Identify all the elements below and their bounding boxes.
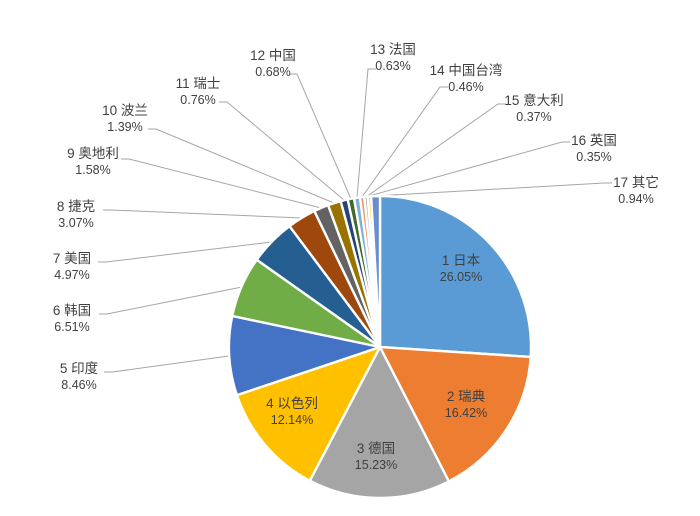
slice-label-taiwan-china: 14 中国台湾 0.46% xyxy=(396,63,536,96)
pie-slice-2 xyxy=(378,345,532,483)
leader-line-14 xyxy=(361,86,448,198)
slice-label-text: 2 瑞典 xyxy=(446,389,486,404)
slice-label-france: 13 法国 0.63% xyxy=(323,42,463,75)
slice-label-other: 17 其它 0.94% xyxy=(566,175,700,208)
slice-label-text: 16 英国 xyxy=(571,133,617,148)
slice-percent-text: 1.58% xyxy=(75,163,111,177)
slice-label-text: 17 其它 xyxy=(613,175,659,190)
slice-percent-text: 12.14% xyxy=(270,413,314,427)
pie-slice-4 xyxy=(235,345,382,482)
slice-label-czech: 8 捷克 3.07% xyxy=(6,199,146,232)
slice-percent-text: 26.05% xyxy=(439,270,483,284)
slice-percent-text: 6.51% xyxy=(54,320,90,334)
slice-label-text: 7 美国 xyxy=(52,251,92,266)
slice-label-text: 13 法国 xyxy=(370,42,416,57)
slice-percent-text: 0.37% xyxy=(516,110,552,124)
slice-percent-text: 15.23% xyxy=(354,458,398,472)
slice-label-india: 5 印度 8.46% xyxy=(9,361,149,394)
slice-label-text: 4 以色列 xyxy=(266,396,318,411)
slice-label-text: 3 德国 xyxy=(356,441,396,456)
slice-percent-text: 8.46% xyxy=(61,378,97,392)
leader-line-8 xyxy=(103,209,303,219)
leader-line-16 xyxy=(368,141,570,197)
slice-percent-text: 0.94% xyxy=(618,192,654,206)
slice-percent-text: 1.39% xyxy=(107,120,143,134)
slice-label-poland: 10 波兰 1.39% xyxy=(55,103,195,136)
pie-slice-3 xyxy=(308,345,451,500)
leader-line-13 xyxy=(356,68,376,199)
slice-label-text: 15 意大利 xyxy=(504,93,564,108)
pie-slice-17 xyxy=(369,194,382,349)
slice-label-text: 5 印度 xyxy=(59,361,99,376)
leader-line-17 xyxy=(374,182,612,197)
slice-label-text: 11 瑞士 xyxy=(175,76,221,91)
slice-percent-text: 0.76% xyxy=(180,93,216,107)
slice-label-uk: 16 英国 0.35% xyxy=(524,133,664,166)
slice-percent-text: 0.35% xyxy=(576,150,612,164)
leader-line-5 xyxy=(104,355,230,373)
slice-percent-text: 0.63% xyxy=(375,59,411,73)
slice-percent-text: 16.42% xyxy=(444,406,488,420)
slice-label-text: 10 波兰 xyxy=(102,103,148,118)
leader-line-10 xyxy=(148,128,335,204)
slice-label-israel: 4 以色列 12.14% xyxy=(222,396,362,429)
leader-line-15 xyxy=(365,103,506,198)
slice-percent-text: 0.68% xyxy=(255,65,291,79)
leader-line-9 xyxy=(121,158,322,209)
slice-percent-text: 4.97% xyxy=(54,268,90,282)
slice-label-text: 14 中国台湾 xyxy=(429,63,503,78)
slice-label-sweden: 2 瑞典 16.42% xyxy=(396,389,536,422)
leader-line-11 xyxy=(219,101,345,201)
slice-label-text: 6 韩国 xyxy=(52,303,92,318)
slice-percent-text: 0.46% xyxy=(448,80,484,94)
slice-label-text: 8 捷克 xyxy=(56,199,96,214)
leader-lines xyxy=(98,68,612,373)
slice-percent-text: 3.07% xyxy=(58,216,94,230)
slice-label-japan: 1 日本 26.05% xyxy=(391,253,531,286)
slice-label-text: 1 日本 xyxy=(441,253,481,268)
leader-line-7 xyxy=(98,241,273,263)
slice-label-switzerland: 11 瑞士 0.76% xyxy=(128,76,268,109)
pie-slice-1 xyxy=(378,194,533,359)
slice-label-south-korea: 6 韩国 6.51% xyxy=(2,303,142,336)
slice-label-germany: 3 德国 15.23% xyxy=(306,441,446,474)
slice-label-italy: 15 意大利 0.37% xyxy=(464,93,604,126)
slice-label-usa: 7 美国 4.97% xyxy=(2,251,142,284)
slice-label-text: 9 奥地利 xyxy=(67,146,119,161)
leader-line-12 xyxy=(289,73,352,200)
leader-line-6 xyxy=(99,286,243,315)
slice-label-austria: 9 奥地利 1.58% xyxy=(23,146,163,179)
pie-slices xyxy=(227,194,533,500)
slice-label-text: 12 中国 xyxy=(250,48,296,63)
slice-label-china: 12 中国 0.68% xyxy=(203,48,343,81)
